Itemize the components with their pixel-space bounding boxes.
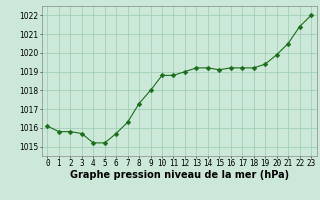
X-axis label: Graphe pression niveau de la mer (hPa): Graphe pression niveau de la mer (hPa) [70,170,289,180]
